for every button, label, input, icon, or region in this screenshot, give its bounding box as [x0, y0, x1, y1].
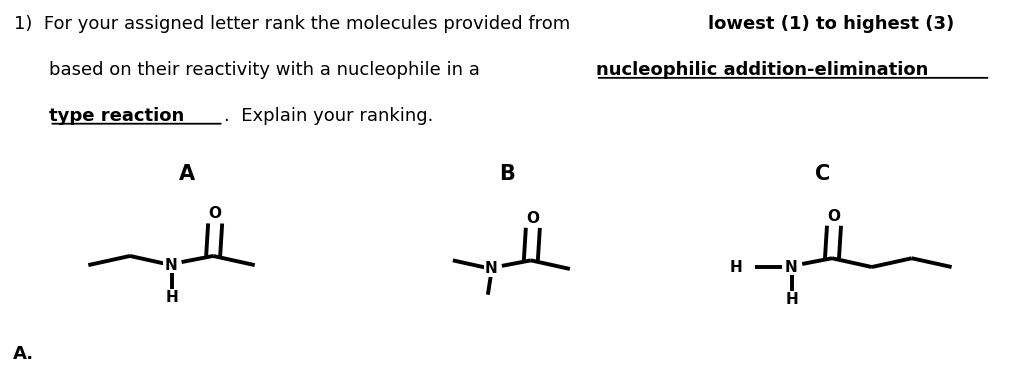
Text: type reaction: type reaction: [50, 107, 184, 124]
Text: .  Explain your ranking.: . Explain your ranking.: [224, 107, 433, 124]
Text: H: H: [165, 290, 178, 305]
Text: B: B: [499, 164, 515, 184]
Text: O: O: [526, 211, 540, 226]
Text: lowest (1) to highest (3): lowest (1) to highest (3): [709, 15, 954, 33]
Text: 1)  For your assigned letter rank the molecules provided from: 1) For your assigned letter rank the mol…: [14, 15, 576, 33]
Text: A: A: [178, 164, 194, 184]
Text: H: H: [786, 292, 798, 307]
Text: based on their reactivity with a nucleophile in a: based on their reactivity with a nucleop…: [50, 60, 486, 79]
Text: H: H: [729, 259, 742, 275]
Text: N: N: [164, 258, 177, 273]
Text: A.: A.: [13, 345, 35, 363]
Text: C: C: [814, 164, 830, 184]
Text: O: O: [209, 206, 222, 221]
Text: N: N: [485, 261, 497, 276]
Text: N: N: [785, 259, 797, 275]
Text: O: O: [828, 209, 841, 224]
Text: nucleophilic addition-elimination: nucleophilic addition-elimination: [596, 60, 928, 79]
